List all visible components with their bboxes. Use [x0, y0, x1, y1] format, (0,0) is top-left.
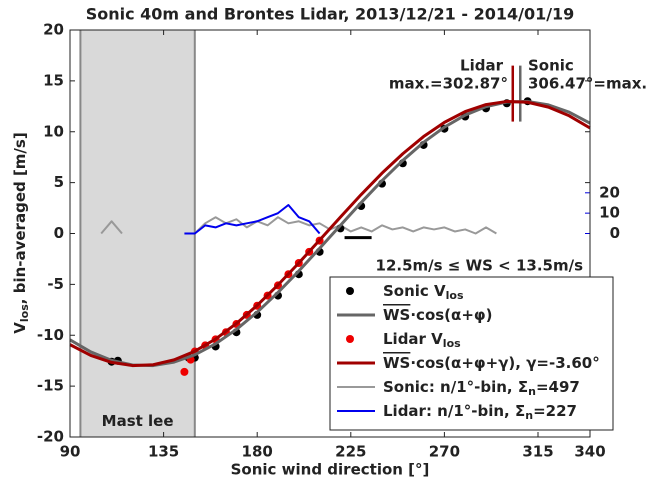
legend-marker — [346, 335, 354, 343]
legend-over: WS — [383, 306, 410, 324]
histogram-line — [100, 220, 123, 235]
y-label-rest: , bin-averaged [m/s] — [11, 132, 29, 304]
y-tick-label: 15 — [43, 71, 64, 89]
legend-label: Sonic: n/1°-bin, Σn=497 — [383, 378, 580, 399]
legend-label: WS·cos(α+φ) — [383, 306, 493, 324]
legend-over: WS — [383, 354, 410, 372]
y2-tick-label: 10 — [599, 204, 620, 222]
x-axis-label: Sonic wind direction [°] — [231, 461, 430, 479]
x-tick-label: 90 — [60, 443, 81, 461]
legend-sub: los — [446, 289, 464, 302]
y-tick-label: 0 — [54, 224, 64, 242]
legend-label: Sonic Vlos — [383, 282, 464, 303]
annotation: 12.5m/s ≤ WS < 13.5m/s — [376, 257, 584, 275]
legend-sub: los — [443, 337, 461, 350]
y2-tick-label: 0 — [610, 224, 620, 242]
legend-name: ·cos(α+φ+γ), γ=-3.60° — [410, 354, 599, 372]
legend-name: Sonic V — [383, 282, 446, 300]
legend-after: =497 — [536, 378, 580, 396]
legend-name: Lidar: n/1°-bin, Σ — [383, 402, 525, 420]
x-tick-label: 225 — [335, 443, 366, 461]
legend-sub: n — [525, 409, 533, 422]
annotation: Lidar — [460, 57, 504, 75]
legend-box — [329, 276, 614, 431]
y-axis-label: Vlos, bin-averaged [m/s] — [11, 132, 32, 333]
y-label-main: V — [11, 322, 29, 334]
shade — [80, 30, 195, 437]
y-tick-label: -5 — [47, 275, 64, 293]
legend-after: =227 — [533, 402, 577, 420]
y-tick-label: 20 — [43, 21, 64, 39]
fit-line — [69, 99, 591, 368]
y-label-sub: los — [18, 304, 31, 322]
legend-label: Lidar Vlos — [383, 330, 461, 351]
x-tick-label: 315 — [522, 443, 553, 461]
annotation: 306.47°=max. — [528, 75, 647, 93]
legend-name: ·cos(α+φ) — [410, 306, 492, 324]
legend-name: Sonic: n/1°-bin, Σ — [383, 378, 528, 396]
legend-sub: n — [528, 385, 536, 398]
histogram-line — [184, 204, 321, 235]
y-tick-label: -20 — [37, 428, 64, 446]
annotation: Sonic — [528, 57, 574, 75]
plot-frame — [69, 29, 591, 438]
legend-marker — [346, 287, 354, 295]
point — [180, 367, 189, 376]
y-tick-label: 5 — [54, 173, 64, 191]
legend-label: WS·cos(α+φ+γ), γ=-3.60° — [383, 354, 600, 372]
shade-label: Mast lee — [102, 412, 174, 430]
x-tick-label: 270 — [429, 443, 460, 461]
y-tick-label: -15 — [37, 377, 64, 395]
y-tick-label: -10 — [37, 326, 64, 344]
annotation: max.=302.87° — [389, 75, 508, 93]
y-tick-label: 10 — [43, 122, 64, 140]
y2-tick-label: 20 — [599, 183, 620, 201]
histogram-line — [194, 216, 497, 235]
legend-label: Lidar: n/1°-bin, Σn=227 — [383, 402, 577, 423]
x-tick-label: 135 — [148, 443, 179, 461]
legend-name: Lidar V — [383, 330, 443, 348]
chart-title: Sonic 40m and Brontes Lidar, 2013/12/21 … — [86, 5, 575, 24]
x-tick-label: 180 — [242, 443, 273, 461]
x-tick-label: 340 — [574, 443, 605, 461]
